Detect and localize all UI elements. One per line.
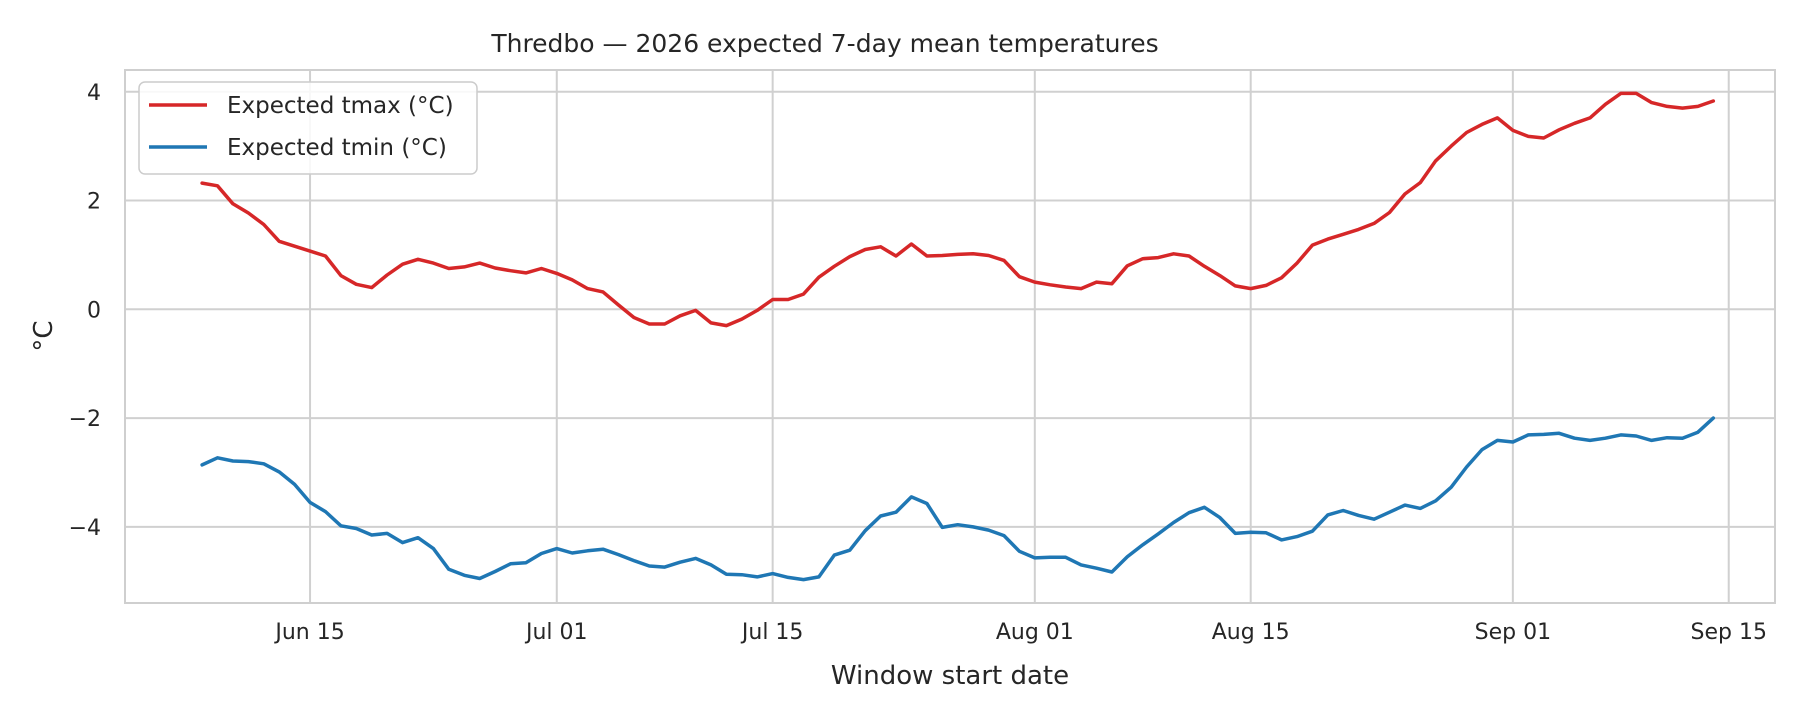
legend-label-tmin: Expected tmin (°C) — [227, 135, 447, 161]
x-tick-label: Jul 15 — [740, 620, 804, 645]
x-tick-label: Sep 15 — [1691, 620, 1767, 645]
y-axis-label: °C — [29, 320, 59, 351]
x-tick-label: Jul 01 — [524, 620, 588, 645]
tick-layer: 4 2 0 −2 −4 Jun 15 Jul 01 Jul 15 Aug 01 Aug 15 Sep… — [69, 81, 1767, 645]
x-tick-label: Sep 01 — [1475, 620, 1551, 645]
legend-label-tmax: Expected tmax (°C) — [227, 93, 454, 119]
x-tick-label: Jun 15 — [273, 620, 344, 645]
legend: Expected tmax (°C) Expected tmin (°C) — [138, 81, 478, 175]
y-tick-label: 0 — [87, 298, 101, 323]
chart-title: Thredbo — 2026 expected 7-day mean tempe… — [490, 29, 1158, 58]
x-tick-label: Aug 01 — [996, 620, 1074, 645]
series-line-tmax — [200, 91, 1716, 328]
y-tick-label: −4 — [69, 516, 101, 541]
series-line-tmin — [200, 416, 1716, 582]
x-tick-label: Aug 15 — [1212, 620, 1290, 645]
y-tick-label: 4 — [87, 81, 101, 106]
y-tick-label: −2 — [69, 407, 101, 432]
legend-box — [138, 81, 478, 175]
x-axis-label: Window start date — [831, 661, 1069, 691]
plot-frame — [124, 69, 1776, 604]
grid-layer — [125, 70, 1775, 603]
y-tick-label: 2 — [87, 190, 101, 215]
series-layer — [200, 91, 1716, 582]
